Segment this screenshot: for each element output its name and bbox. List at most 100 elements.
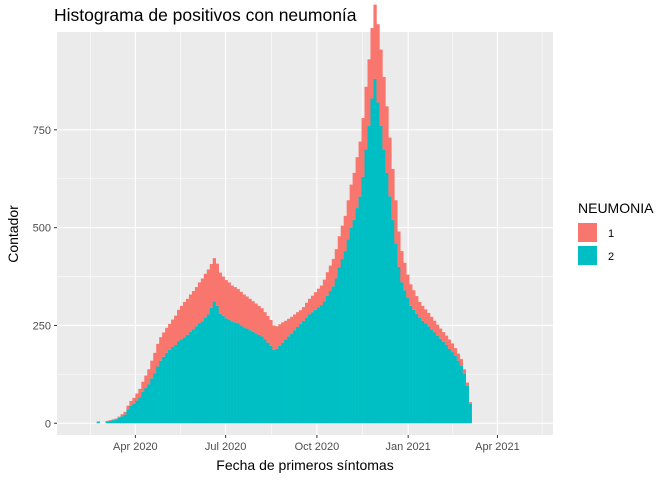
legend-key-2: [578, 246, 597, 265]
bar-segment-neumonia-2: [117, 417, 121, 424]
y-tick-label: 250: [33, 320, 51, 332]
bar-segment-neumonia-2: [194, 326, 199, 424]
bar-segment-neumonia-2: [159, 360, 163, 424]
bar-segment-neumonia-2: [444, 345, 449, 424]
bar-segment-neumonia-2: [221, 315, 225, 424]
bar-segment-neumonia-1: [299, 310, 303, 324]
bar-segment-neumonia-1: [191, 291, 196, 330]
bar-segment-neumonia-2: [456, 360, 461, 424]
x-tick-label: Apr 2020: [113, 441, 158, 453]
bar-segment-neumonia-2: [358, 196, 362, 424]
bar-segment-neumonia-2: [322, 301, 327, 424]
y-axis: 0 250 500 750: [33, 125, 57, 430]
bar-segment-neumonia-1: [108, 420, 112, 421]
bar-segment-neumonia-2: [188, 331, 193, 424]
bar-segment-neumonia-1: [447, 339, 452, 349]
bar-segment-neumonia-1: [355, 157, 359, 209]
bar-segment-neumonia-1: [406, 274, 410, 299]
legend-title: NEUMONIA: [578, 200, 654, 216]
bar-segment-neumonia-2: [447, 348, 452, 424]
bar-segment-neumonia-2: [397, 266, 401, 424]
bar-segment-neumonia-2: [352, 219, 356, 424]
bar-segment-neumonia-1: [159, 337, 163, 361]
bar-segment-neumonia-1: [441, 332, 446, 342]
bar-segment-neumonia-2: [418, 317, 422, 424]
bar-segment-neumonia-1: [239, 291, 243, 326]
bar-segment-neumonia-1: [138, 388, 142, 398]
bar-segment-neumonia-1: [358, 141, 362, 197]
bar-segment-neumonia-1: [275, 326, 279, 349]
bar-segment-neumonia-1: [206, 269, 211, 315]
bar-segment-neumonia-1: [370, 28, 374, 99]
bar-segment-neumonia-2: [331, 286, 336, 424]
bar-segment-neumonia-2: [415, 313, 419, 424]
bar-segment-neumonia-1: [248, 298, 252, 331]
bar-segment-neumonia-1: [230, 285, 234, 322]
bar-segment-neumonia-2: [421, 320, 425, 424]
bar-segment-neumonia-2: [382, 149, 386, 424]
bar-segment-neumonia-2: [468, 403, 472, 424]
bar-segment-neumonia-2: [215, 305, 219, 424]
bar-segment-neumonia-1: [242, 294, 246, 328]
bar-segment-neumonia-1: [302, 307, 306, 321]
bar-segment-neumonia-1: [278, 324, 282, 346]
bar-segment-neumonia-2: [319, 305, 324, 424]
bar-segment-neumonia-1: [373, 4, 377, 79]
bar-segment-neumonia-2: [278, 345, 282, 424]
bar-segment-neumonia-1: [361, 118, 365, 177]
bar-segment-neumonia-1: [194, 287, 199, 327]
bar-segment-neumonia-2: [307, 314, 312, 424]
bar-segment-neumonia-1: [352, 172, 356, 220]
bar-segment-neumonia-2: [197, 323, 202, 424]
bar-segment-neumonia-2: [108, 420, 112, 424]
bar-segment-neumonia-1: [313, 292, 318, 310]
bar-segment-neumonia-1: [450, 343, 455, 353]
bar-segment-neumonia-1: [129, 400, 133, 406]
bar-segment-neumonia-2: [191, 329, 196, 424]
bar-segment-neumonia-1: [400, 251, 404, 283]
bar-segment-neumonia-1: [415, 296, 419, 314]
bar-segment-neumonia-2: [290, 333, 294, 424]
bar-segment-neumonia-2: [96, 422, 100, 424]
bar-segment-neumonia-1: [174, 315, 178, 346]
bar-segment-neumonia-1: [465, 382, 469, 386]
bar-segment-neumonia-2: [257, 334, 261, 424]
histogram-bars: [96, 4, 472, 424]
bar-segment-neumonia-2: [263, 339, 267, 424]
bar-segment-neumonia-1: [290, 316, 294, 334]
bar-segment-neumonia-2: [391, 219, 395, 424]
bar-segment-neumonia-2: [441, 341, 446, 424]
bar-segment-neumonia-1: [272, 325, 276, 350]
bar-segment-neumonia-1: [453, 348, 458, 356]
chart-title: Histograma de positivos con neumonía: [54, 5, 357, 25]
bar-segment-neumonia-1: [310, 295, 315, 313]
bar-segment-neumonia-1: [444, 335, 449, 346]
bar-segment-neumonia-1: [224, 280, 228, 319]
bar-segment-neumonia-2: [432, 332, 437, 424]
bar-segment-neumonia-2: [171, 346, 175, 424]
y-tick-label: 750: [33, 125, 51, 137]
bar-segment-neumonia-1: [418, 301, 422, 318]
bar-segment-neumonia-1: [180, 305, 184, 340]
bar-segment-neumonia-2: [465, 385, 469, 424]
bar-segment-neumonia-2: [355, 208, 359, 424]
bar-segment-neumonia-1: [215, 263, 219, 306]
bar-segment-neumonia-1: [435, 324, 440, 336]
bar-segment-neumonia-2: [272, 349, 276, 424]
bar-segment-neumonia-2: [135, 400, 139, 424]
bar-segment-neumonia-2: [209, 307, 214, 424]
bar-segment-neumonia-2: [364, 149, 368, 424]
bar-segment-neumonia-1: [266, 316, 270, 343]
legend-key-1: [578, 223, 597, 242]
bar-segment-neumonia-1: [388, 137, 392, 197]
bar-segment-neumonia-2: [105, 421, 109, 424]
bar-segment-neumonia-1: [376, 24, 380, 103]
bar-segment-neumonia-2: [346, 239, 350, 424]
bar-segment-neumonia-1: [269, 319, 273, 346]
bar-segment-neumonia-1: [165, 327, 169, 353]
bar-segment-neumonia-1: [188, 294, 193, 332]
bar-segment-neumonia-2: [185, 334, 190, 424]
x-axis: Apr 2020 Jul 2020 Oct 2020 Jan 2021 Apr 2021: [113, 435, 520, 453]
bar-segment-neumonia-1: [284, 320, 288, 340]
